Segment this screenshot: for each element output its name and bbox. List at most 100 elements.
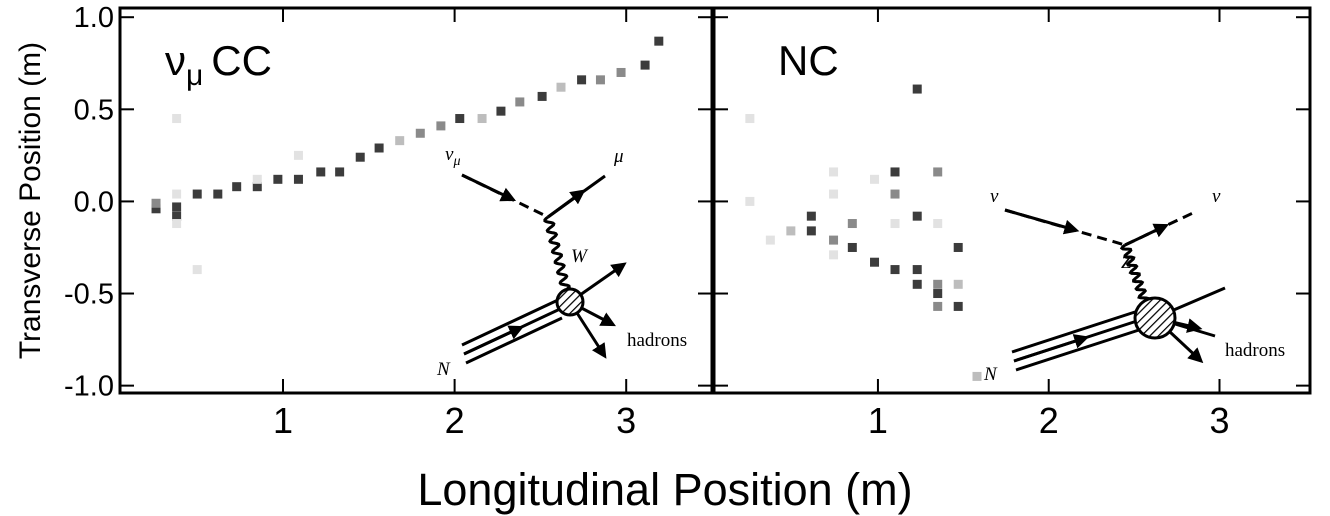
panel-frame: [712, 6, 1312, 395]
cell: [172, 219, 182, 229]
annotation: ν: [990, 186, 999, 207]
annotation-text: hadrons: [627, 330, 687, 351]
nucleon-line: [465, 316, 563, 365]
cell: [953, 242, 963, 252]
x-axis-label: Longitudinal Position (m): [417, 464, 912, 515]
arrow: [1124, 223, 1170, 247]
panel-label-main: NC: [778, 37, 839, 84]
cell: [806, 211, 816, 221]
cell: [273, 174, 283, 184]
annotation-text: ν: [990, 186, 999, 207]
nucleon-line: [1011, 309, 1139, 354]
annotation-text: N: [436, 359, 451, 380]
cell: [556, 82, 566, 92]
cell: [374, 143, 384, 153]
cell: [829, 250, 839, 260]
arrow: [1004, 208, 1080, 235]
cell: [912, 279, 922, 289]
cell: [335, 167, 345, 177]
x-tick-label: 3: [1209, 400, 1229, 441]
cell: [953, 279, 963, 289]
diagram-nc: [1004, 208, 1226, 372]
cell: [395, 136, 405, 146]
cell: [829, 189, 839, 199]
annotation: μ: [613, 146, 624, 167]
cell: [933, 289, 943, 299]
cell: [912, 265, 922, 275]
cell: [232, 182, 242, 192]
x-tick-label: 3: [616, 400, 636, 441]
cell: [829, 167, 839, 177]
cell: [933, 301, 943, 311]
nucleon-line: [1015, 327, 1143, 372]
y-tick-label: -0.5: [64, 279, 114, 311]
marks: [151, 36, 982, 381]
cell: [870, 174, 880, 184]
panel-label-sub: μ: [186, 59, 203, 92]
cell: [847, 242, 857, 252]
arrow: [1013, 334, 1090, 363]
annotation-text: W: [571, 246, 589, 267]
cell: [890, 219, 900, 229]
annotation: νμ: [445, 144, 460, 169]
panel-label-rest: CC: [211, 37, 272, 84]
cell: [192, 265, 202, 275]
cell: [252, 182, 262, 192]
cell: [890, 189, 900, 199]
cell: [172, 114, 182, 124]
cell: [252, 174, 262, 184]
annotation: ν: [1212, 186, 1221, 207]
annotation: Z: [1121, 252, 1132, 273]
cell: [316, 167, 326, 177]
y-tick-label: 1.0: [74, 2, 114, 34]
annotation-text: Z: [1121, 252, 1132, 273]
cell: [912, 211, 922, 221]
cell: [745, 114, 755, 124]
cell: [151, 204, 161, 214]
boson-line: [1119, 243, 1150, 303]
nucleon-line: [461, 298, 559, 347]
cell: [933, 219, 943, 229]
cell: [745, 196, 755, 206]
cell: [496, 106, 506, 116]
y-tick-label: 0.0: [74, 186, 114, 218]
annotation-text: hadrons: [1225, 340, 1285, 361]
annotation: N: [436, 359, 451, 380]
blob: [1133, 296, 1177, 340]
cell: [436, 121, 446, 131]
cell: [515, 97, 525, 107]
cell: [953, 301, 963, 311]
cell: [192, 189, 202, 199]
cell: [293, 150, 303, 160]
cell: [933, 279, 943, 289]
panel-label: NC: [778, 37, 839, 84]
annotation-text: μ: [613, 146, 624, 167]
annotation: N: [983, 364, 998, 385]
panel-label: νμ CC: [165, 37, 272, 92]
cell: [847, 219, 857, 229]
cell: [972, 371, 982, 381]
cell: [933, 167, 943, 177]
cell: [455, 114, 465, 124]
annotation-text: ν: [445, 144, 454, 165]
cell: [537, 91, 547, 101]
annotation: W: [571, 246, 589, 267]
annotation-sub: μ: [452, 154, 460, 169]
diagram-cc: [461, 173, 627, 365]
panel-label-main: ν: [165, 37, 186, 84]
cell: [355, 152, 365, 162]
cell: [151, 198, 161, 208]
boson-line: [543, 215, 571, 291]
x-tick-label: 1: [868, 400, 888, 441]
cell: [640, 60, 650, 70]
x-tick-label: 1: [273, 400, 293, 441]
cell: [912, 84, 922, 94]
cell: [415, 128, 425, 138]
cell: [890, 265, 900, 275]
annotation-text: ν: [1212, 186, 1221, 207]
cell: [806, 226, 816, 236]
y-axis-label: Transverse Position (m): [14, 42, 47, 359]
cell: [595, 75, 605, 85]
